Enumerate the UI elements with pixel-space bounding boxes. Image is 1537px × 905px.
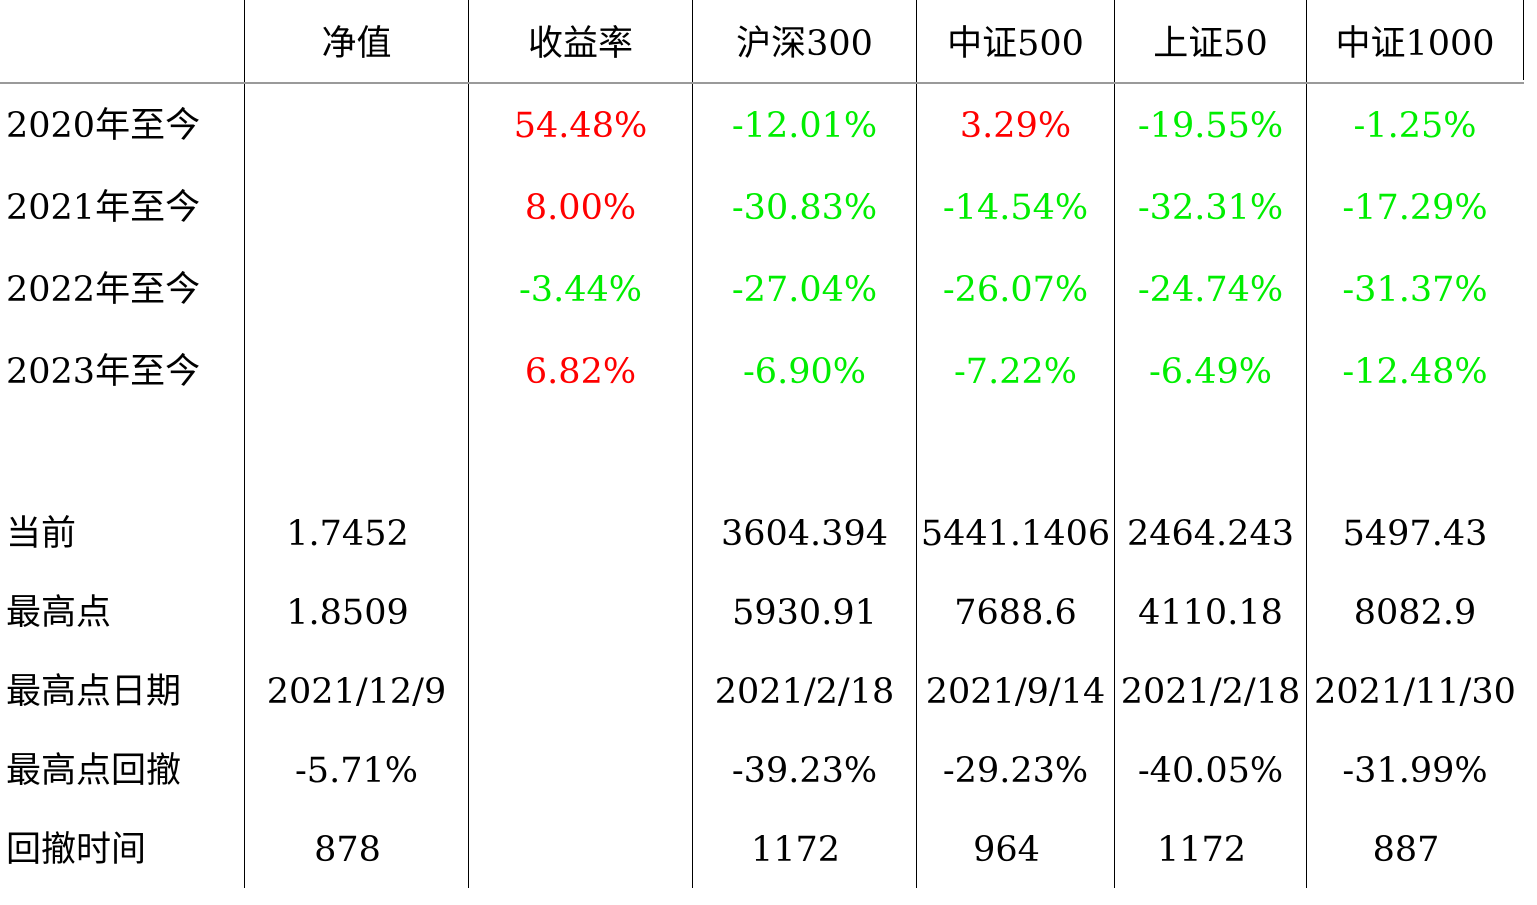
row-label: 2023年至今 (6, 352, 201, 392)
zz500-cell: -29.23% (942, 751, 1089, 791)
return-cell: 6.82% (524, 352, 637, 392)
row-label: 2020年至今 (6, 106, 201, 146)
zz1000-cell: -12.48% (1342, 352, 1488, 392)
row-label: 2021年至今 (6, 188, 201, 228)
nav-cell: 878 (314, 830, 381, 870)
hs300-cell: -6.90% (742, 352, 866, 392)
hs300-cell: -39.23% (731, 751, 878, 791)
nav-cell: 2021/12/9 (266, 672, 447, 712)
column-divider (692, 0, 693, 888)
zz500-cell: 3.29% (959, 106, 1072, 146)
header-divider (0, 82, 1524, 84)
column-divider (1306, 0, 1307, 888)
sz50-cell: -24.74% (1137, 270, 1284, 310)
hs300-cell: 1172 (750, 830, 841, 870)
return-cell: -3.44% (518, 270, 642, 310)
zz500-cell: -26.07% (942, 270, 1089, 310)
zz500-cell: 964 (973, 830, 1040, 870)
zz1000-cell: -31.37% (1342, 270, 1488, 310)
hs300-cell: -27.04% (731, 270, 878, 310)
zz1000-cell: -31.99% (1342, 751, 1488, 791)
row-label: 回撤时间 (6, 830, 147, 870)
nav-cell: 1.8509 (286, 593, 409, 633)
sz50-cell: 1172 (1156, 830, 1247, 870)
zz1000-cell: 2021/11/30 (1314, 672, 1516, 712)
sz50-cell: -40.05% (1137, 751, 1284, 791)
hs300-cell: 3604.394 (720, 514, 888, 554)
column-divider (1523, 0, 1524, 80)
row-label: 2022年至今 (6, 270, 201, 310)
sz50-cell: -32.31% (1137, 188, 1284, 228)
column-divider (916, 0, 917, 888)
header-sz50: 上证50 (1153, 24, 1268, 64)
sz50-cell: 2021/2/18 (1120, 672, 1301, 712)
nav-cell: -5.71% (294, 751, 418, 791)
sz50-cell: 2464.243 (1126, 514, 1294, 554)
header-nav: 净值 (321, 24, 392, 64)
zz500-cell: 2021/9/14 (925, 672, 1106, 712)
column-divider (1114, 0, 1115, 888)
row-label: 最高点回撤 (6, 751, 182, 791)
column-divider (244, 0, 245, 888)
zz500-cell: -7.22% (953, 352, 1077, 392)
hs300-cell: -12.01% (731, 106, 878, 146)
zz500-cell: -14.54% (942, 188, 1089, 228)
hs300-cell: -30.83% (731, 188, 878, 228)
header-zz500: 中证500 (947, 24, 1084, 64)
column-divider (468, 0, 469, 888)
row-label: 最高点日期 (6, 672, 182, 712)
hs300-cell: 5930.91 (732, 593, 877, 633)
sz50-cell: -6.49% (1148, 352, 1272, 392)
return-cell: 8.00% (524, 188, 637, 228)
zz1000-cell: 8082.9 (1353, 593, 1477, 633)
row-label: 最高点 (6, 593, 112, 633)
hs300-cell: 2021/2/18 (714, 672, 895, 712)
nav-cell: 1.7452 (286, 514, 409, 554)
zz1000-cell: -1.25% (1353, 106, 1477, 146)
zz1000-cell: 887 (1372, 830, 1440, 870)
zz500-cell: 7688.6 (954, 593, 1077, 633)
row-label: 当前 (6, 514, 77, 554)
sz50-cell: 4110.18 (1138, 593, 1283, 633)
header-hs300: 沪深300 (736, 24, 873, 64)
return-cell: 54.48% (513, 106, 648, 146)
sz50-cell: -19.55% (1137, 106, 1284, 146)
zz500-cell: 5441.1406 (920, 514, 1111, 554)
zz1000-cell: 5497.43 (1342, 514, 1488, 554)
header-return: 收益率 (527, 24, 633, 64)
zz1000-cell: -17.29% (1342, 188, 1488, 228)
header-zz1000: 中证1000 (1335, 24, 1495, 64)
